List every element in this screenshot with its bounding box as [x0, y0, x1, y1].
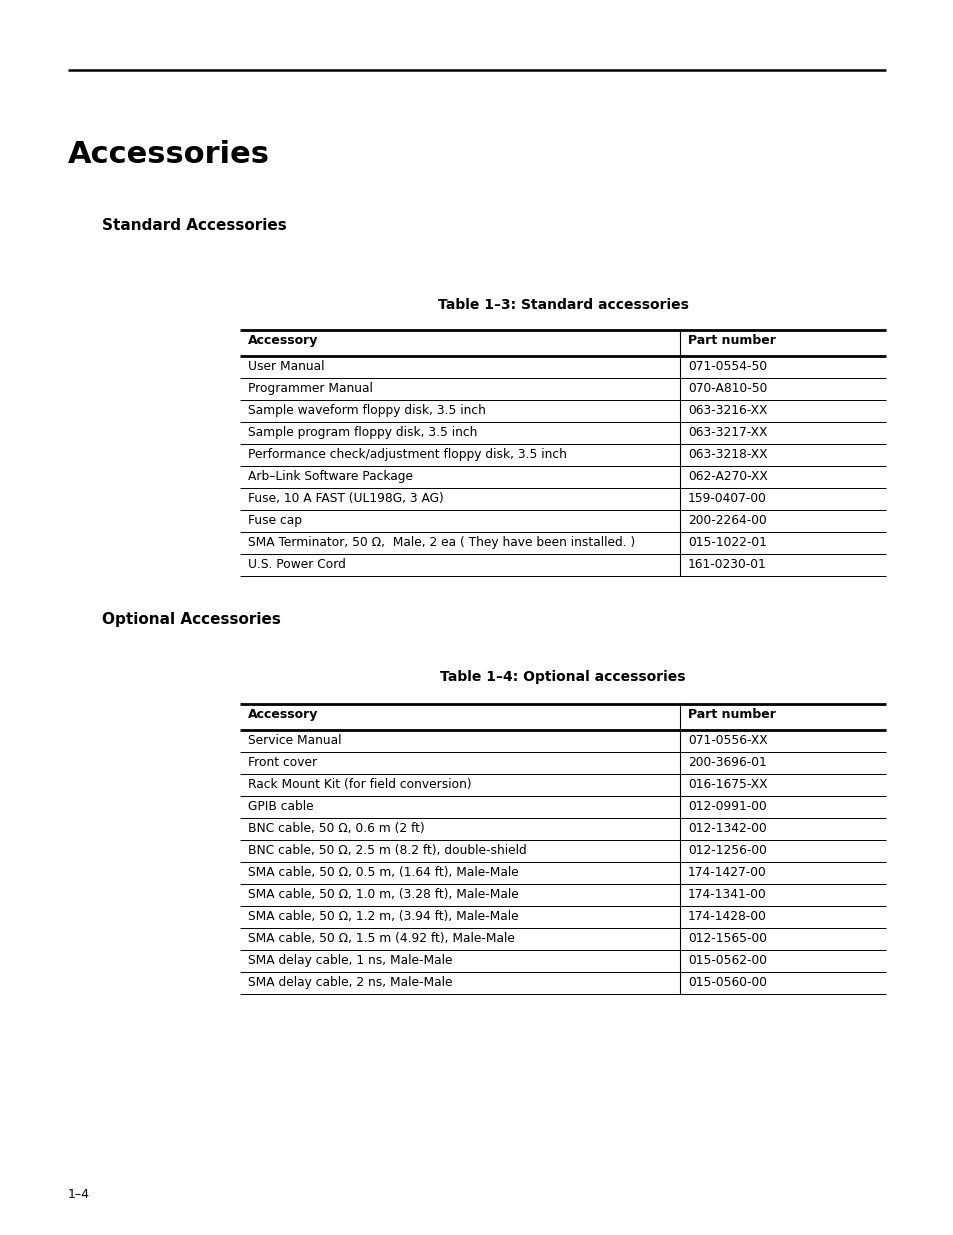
Text: SMA delay cable, 2 ns, Male-Male: SMA delay cable, 2 ns, Male-Male — [248, 976, 452, 989]
Text: 012-1342-00: 012-1342-00 — [687, 823, 766, 835]
Text: 174-1341-00: 174-1341-00 — [687, 888, 766, 902]
Text: 063-3218-XX: 063-3218-XX — [687, 448, 767, 461]
Text: SMA delay cable, 1 ns, Male-Male: SMA delay cable, 1 ns, Male-Male — [248, 953, 452, 967]
Text: Fuse, 10 A FAST (UL198G, 3 AG): Fuse, 10 A FAST (UL198G, 3 AG) — [248, 492, 443, 505]
Text: 015-1022-01: 015-1022-01 — [687, 536, 766, 550]
Text: Sample program floppy disk, 3.5 inch: Sample program floppy disk, 3.5 inch — [248, 426, 476, 438]
Text: User Manual: User Manual — [248, 359, 324, 373]
Text: 174-1428-00: 174-1428-00 — [687, 910, 766, 923]
Text: Arb–Link Software Package: Arb–Link Software Package — [248, 471, 413, 483]
Text: 159-0407-00: 159-0407-00 — [687, 492, 766, 505]
Text: 1–4: 1–4 — [68, 1188, 90, 1200]
Text: Front cover: Front cover — [248, 756, 316, 769]
Text: 063-3216-XX: 063-3216-XX — [687, 404, 766, 417]
Text: 174-1427-00: 174-1427-00 — [687, 866, 766, 879]
Text: Rack Mount Kit (for field conversion): Rack Mount Kit (for field conversion) — [248, 778, 471, 790]
Text: 012-0991-00: 012-0991-00 — [687, 800, 766, 813]
Text: Sample waveform floppy disk, 3.5 inch: Sample waveform floppy disk, 3.5 inch — [248, 404, 485, 417]
Text: 071-0556-XX: 071-0556-XX — [687, 734, 767, 747]
Text: 012-1256-00: 012-1256-00 — [687, 844, 766, 857]
Text: SMA cable, 50 Ω, 1.0 m, (3.28 ft), Male-Male: SMA cable, 50 Ω, 1.0 m, (3.28 ft), Male-… — [248, 888, 518, 902]
Text: Standard Accessories: Standard Accessories — [102, 219, 287, 233]
Text: Table 1–4: Optional accessories: Table 1–4: Optional accessories — [439, 671, 685, 684]
Text: 016-1675-XX: 016-1675-XX — [687, 778, 767, 790]
Text: 015-0562-00: 015-0562-00 — [687, 953, 766, 967]
Text: Part number: Part number — [687, 333, 775, 347]
Text: Part number: Part number — [687, 708, 775, 721]
Text: U.S. Power Cord: U.S. Power Cord — [248, 558, 346, 571]
Text: Programmer Manual: Programmer Manual — [248, 382, 373, 395]
Text: 161-0230-01: 161-0230-01 — [687, 558, 766, 571]
Text: BNC cable, 50 Ω, 2.5 m (8.2 ft), double-shield: BNC cable, 50 Ω, 2.5 m (8.2 ft), double-… — [248, 844, 526, 857]
Text: SMA cable, 50 Ω, 1.2 m, (3.94 ft), Male-Male: SMA cable, 50 Ω, 1.2 m, (3.94 ft), Male-… — [248, 910, 518, 923]
Text: 015-0560-00: 015-0560-00 — [687, 976, 766, 989]
Text: 071-0554-50: 071-0554-50 — [687, 359, 766, 373]
Text: BNC cable, 50 Ω, 0.6 m (2 ft): BNC cable, 50 Ω, 0.6 m (2 ft) — [248, 823, 424, 835]
Text: 063-3217-XX: 063-3217-XX — [687, 426, 766, 438]
Text: Accessory: Accessory — [248, 333, 318, 347]
Text: SMA cable, 50 Ω, 1.5 m (4.92 ft), Male-Male: SMA cable, 50 Ω, 1.5 m (4.92 ft), Male-M… — [248, 932, 515, 945]
Text: 200-3696-01: 200-3696-01 — [687, 756, 766, 769]
Text: Accessories: Accessories — [68, 140, 270, 169]
Text: Optional Accessories: Optional Accessories — [102, 613, 280, 627]
Text: Fuse cap: Fuse cap — [248, 514, 302, 527]
Text: Table 1–3: Standard accessories: Table 1–3: Standard accessories — [437, 298, 688, 312]
Text: Performance check/adjustment floppy disk, 3.5 inch: Performance check/adjustment floppy disk… — [248, 448, 566, 461]
Text: GPIB cable: GPIB cable — [248, 800, 314, 813]
Text: Service Manual: Service Manual — [248, 734, 341, 747]
Text: 200-2264-00: 200-2264-00 — [687, 514, 766, 527]
Text: 012-1565-00: 012-1565-00 — [687, 932, 766, 945]
Text: SMA Terminator, 50 Ω,  Male, 2 ea ( They have been installed. ): SMA Terminator, 50 Ω, Male, 2 ea ( They … — [248, 536, 635, 550]
Text: SMA cable, 50 Ω, 0.5 m, (1.64 ft), Male-Male: SMA cable, 50 Ω, 0.5 m, (1.64 ft), Male-… — [248, 866, 518, 879]
Text: 062-A270-XX: 062-A270-XX — [687, 471, 767, 483]
Text: Accessory: Accessory — [248, 708, 318, 721]
Text: 070-A810-50: 070-A810-50 — [687, 382, 766, 395]
